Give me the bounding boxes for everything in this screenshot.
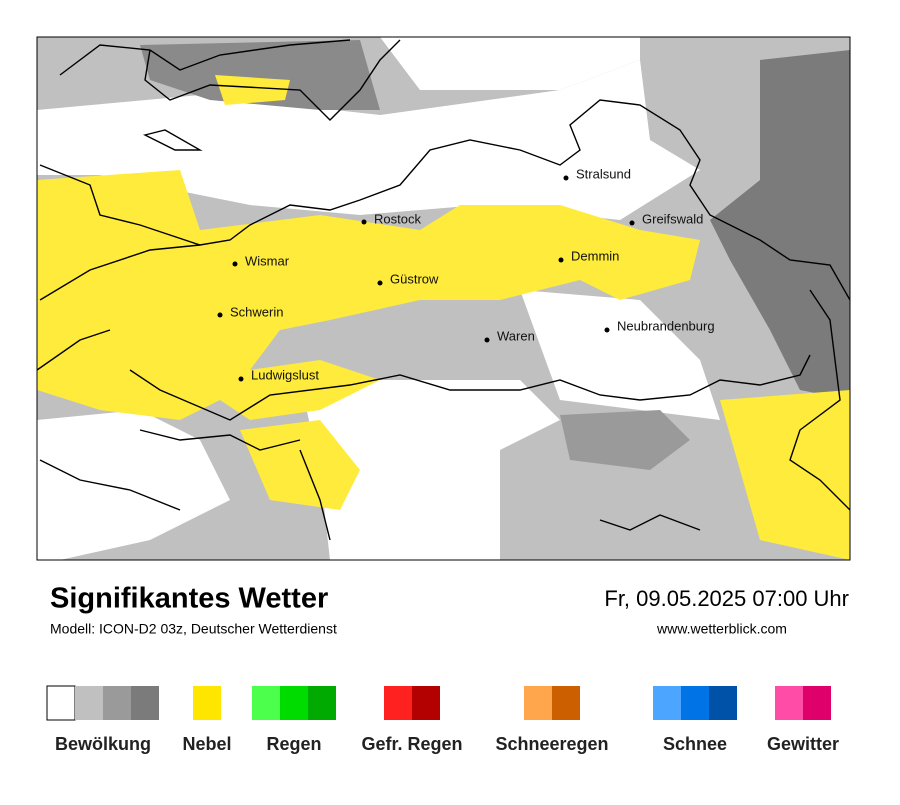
city-dot: [361, 219, 367, 225]
legend-label: Schneeregen: [495, 734, 608, 754]
title: Signifikantes Wetter: [50, 583, 328, 615]
legend-swatch: [252, 686, 280, 720]
dense-cloud: [560, 410, 690, 470]
legend-label: Nebel: [182, 734, 231, 754]
city-label: Wismar: [245, 253, 290, 268]
city-markers: Stralsund Rostock Greifswald Wismar Demm…: [217, 166, 715, 382]
dense-cloud: [710, 50, 850, 400]
clear-area: [37, 60, 700, 220]
city-label: Ludwigslust: [251, 367, 319, 382]
legend-label: Gefr. Regen: [361, 734, 462, 754]
legend-swatch: [46, 685, 76, 721]
clear-area: [380, 37, 640, 90]
city-dot: [604, 327, 610, 333]
legend-swatch: [75, 686, 103, 720]
weather-map: [37, 37, 850, 560]
city-dot: [484, 337, 490, 343]
coastline: [39, 99, 850, 301]
fog-area: [37, 170, 700, 420]
city-label: Schwerin: [230, 304, 283, 319]
clear-area: [300, 380, 560, 560]
legend-swatch: [280, 686, 308, 720]
city-label: Neubrandenburg: [617, 318, 715, 333]
fog-area: [240, 420, 360, 510]
city-dot: [232, 261, 238, 267]
city-label: Güstrow: [390, 271, 439, 286]
city-label: Rostock: [374, 211, 421, 226]
legend: Bewölkung Nebel Regen Gefr. Regen Schneerege…: [46, 685, 839, 754]
legend-swatch: [131, 686, 159, 720]
clear-area: [37, 410, 230, 560]
map-frame: [36, 36, 851, 561]
city-dot: [238, 376, 244, 382]
coastline: [142, 129, 203, 151]
legend-label: Schnee: [663, 734, 727, 754]
subtitle: Modell: ICON-D2 03z, Deutscher Wetterdie…: [50, 621, 337, 637]
datetime: Fr, 09.05.2025 07:00 Uhr: [604, 586, 849, 611]
city-dot: [558, 257, 564, 263]
city-label: Greifswald: [642, 211, 703, 226]
legend-swatch: [681, 686, 709, 720]
legend-swatch: [803, 686, 831, 720]
legend-swatch: [552, 686, 580, 720]
fog-area: [215, 75, 290, 105]
city-dot: [377, 280, 383, 286]
legend-swatch: [524, 686, 552, 720]
website: www.wetterblick.com: [656, 621, 787, 637]
clear-area: [520, 290, 720, 420]
legend-swatch: [412, 686, 440, 720]
city-label: Stralsund: [576, 166, 631, 181]
city-dot: [563, 175, 569, 181]
legend-label: Gewitter: [767, 734, 839, 754]
city-label: Demmin: [571, 248, 619, 263]
city-dot: [217, 312, 223, 318]
city-dot: [629, 220, 635, 226]
border-line: [37, 244, 850, 541]
legend-swatch: [193, 686, 221, 720]
fog-area: [720, 390, 850, 560]
legend-swatch: [103, 686, 131, 720]
coastline: [59, 39, 401, 121]
legend-label: Bewölkung: [55, 734, 151, 754]
dense-cloud: [140, 40, 380, 110]
legend-swatch: [709, 686, 737, 720]
legend-label: Regen: [266, 734, 321, 754]
legend-swatch: [653, 686, 681, 720]
legend-swatch: [775, 686, 803, 720]
legend-swatch: [384, 686, 412, 720]
legend-swatch: [308, 686, 336, 720]
city-label: Waren: [497, 328, 535, 343]
